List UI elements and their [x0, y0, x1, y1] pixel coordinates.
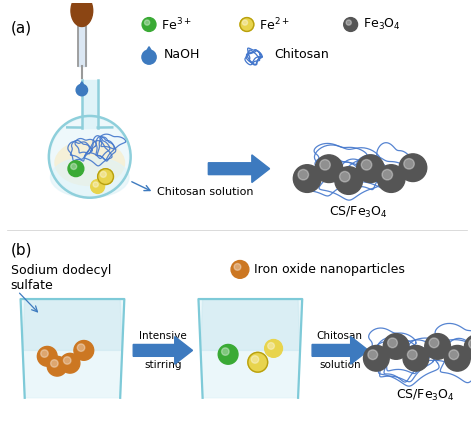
Circle shape	[100, 171, 106, 178]
Circle shape	[68, 161, 84, 177]
Polygon shape	[23, 299, 122, 351]
Text: NaOH: NaOH	[164, 48, 200, 61]
Circle shape	[145, 20, 150, 25]
Circle shape	[47, 356, 67, 376]
Circle shape	[231, 260, 249, 278]
Circle shape	[71, 164, 77, 169]
Polygon shape	[20, 299, 124, 398]
Text: Sodium dodecyl
sulfate: Sodium dodecyl sulfate	[11, 264, 111, 293]
Polygon shape	[77, 82, 87, 90]
Circle shape	[320, 160, 330, 170]
Circle shape	[268, 343, 274, 349]
Text: CS/Fe$_3$O$_4$: CS/Fe$_3$O$_4$	[329, 205, 388, 220]
Text: (b): (b)	[11, 243, 32, 258]
Circle shape	[221, 348, 229, 355]
Text: Fe$^{3+}$: Fe$^{3+}$	[161, 16, 191, 33]
Polygon shape	[209, 155, 270, 182]
Circle shape	[445, 346, 470, 371]
Text: stirring: stirring	[144, 360, 182, 370]
Circle shape	[344, 17, 357, 31]
Text: Chitosan: Chitosan	[317, 330, 363, 340]
Circle shape	[469, 339, 474, 349]
Circle shape	[382, 169, 392, 180]
Circle shape	[64, 357, 71, 364]
Circle shape	[242, 20, 247, 25]
Circle shape	[77, 344, 85, 351]
Circle shape	[76, 84, 88, 96]
Polygon shape	[201, 299, 300, 351]
Circle shape	[41, 350, 48, 357]
Circle shape	[142, 50, 156, 64]
Circle shape	[377, 165, 405, 192]
Circle shape	[264, 339, 283, 357]
Text: CS/Fe$_3$O$_4$: CS/Fe$_3$O$_4$	[396, 388, 455, 403]
Ellipse shape	[71, 0, 93, 26]
Circle shape	[74, 340, 94, 360]
Circle shape	[37, 347, 57, 366]
Circle shape	[50, 117, 129, 197]
Circle shape	[335, 167, 363, 194]
Circle shape	[383, 334, 409, 359]
Circle shape	[368, 350, 378, 359]
Polygon shape	[133, 337, 192, 364]
Bar	[82, 80, 98, 128]
Circle shape	[293, 165, 321, 192]
Circle shape	[465, 334, 474, 360]
Circle shape	[251, 356, 259, 363]
Text: Chitosan solution: Chitosan solution	[157, 187, 254, 198]
Circle shape	[248, 352, 268, 372]
Polygon shape	[199, 299, 302, 398]
Polygon shape	[78, 26, 86, 66]
Circle shape	[315, 155, 343, 182]
Circle shape	[425, 334, 450, 359]
Circle shape	[142, 17, 156, 31]
Text: solution: solution	[319, 360, 361, 370]
Circle shape	[240, 17, 254, 31]
Circle shape	[361, 160, 372, 170]
Polygon shape	[312, 337, 368, 364]
Text: Iron oxide nanoparticles: Iron oxide nanoparticles	[254, 263, 405, 276]
Text: Fe$_3$O$_4$: Fe$_3$O$_4$	[363, 17, 401, 32]
Circle shape	[60, 353, 80, 373]
Circle shape	[51, 359, 58, 367]
Circle shape	[218, 344, 238, 364]
Circle shape	[403, 346, 428, 371]
Circle shape	[346, 20, 351, 25]
Circle shape	[399, 154, 427, 182]
Circle shape	[407, 350, 417, 359]
Circle shape	[234, 264, 241, 270]
Circle shape	[404, 159, 414, 169]
Circle shape	[429, 338, 439, 348]
Circle shape	[364, 346, 389, 371]
Circle shape	[93, 182, 98, 187]
Text: (a): (a)	[11, 21, 32, 36]
Polygon shape	[143, 47, 155, 57]
Circle shape	[339, 171, 350, 182]
Circle shape	[98, 169, 113, 185]
Circle shape	[298, 169, 309, 180]
Ellipse shape	[55, 140, 125, 186]
Text: Chitosan: Chitosan	[274, 48, 329, 61]
Circle shape	[356, 155, 384, 182]
Circle shape	[449, 350, 459, 359]
Ellipse shape	[50, 157, 129, 198]
Text: Fe$^{2+}$: Fe$^{2+}$	[259, 16, 290, 33]
Text: Intensive: Intensive	[139, 330, 187, 340]
Circle shape	[388, 338, 397, 348]
Circle shape	[91, 180, 105, 194]
